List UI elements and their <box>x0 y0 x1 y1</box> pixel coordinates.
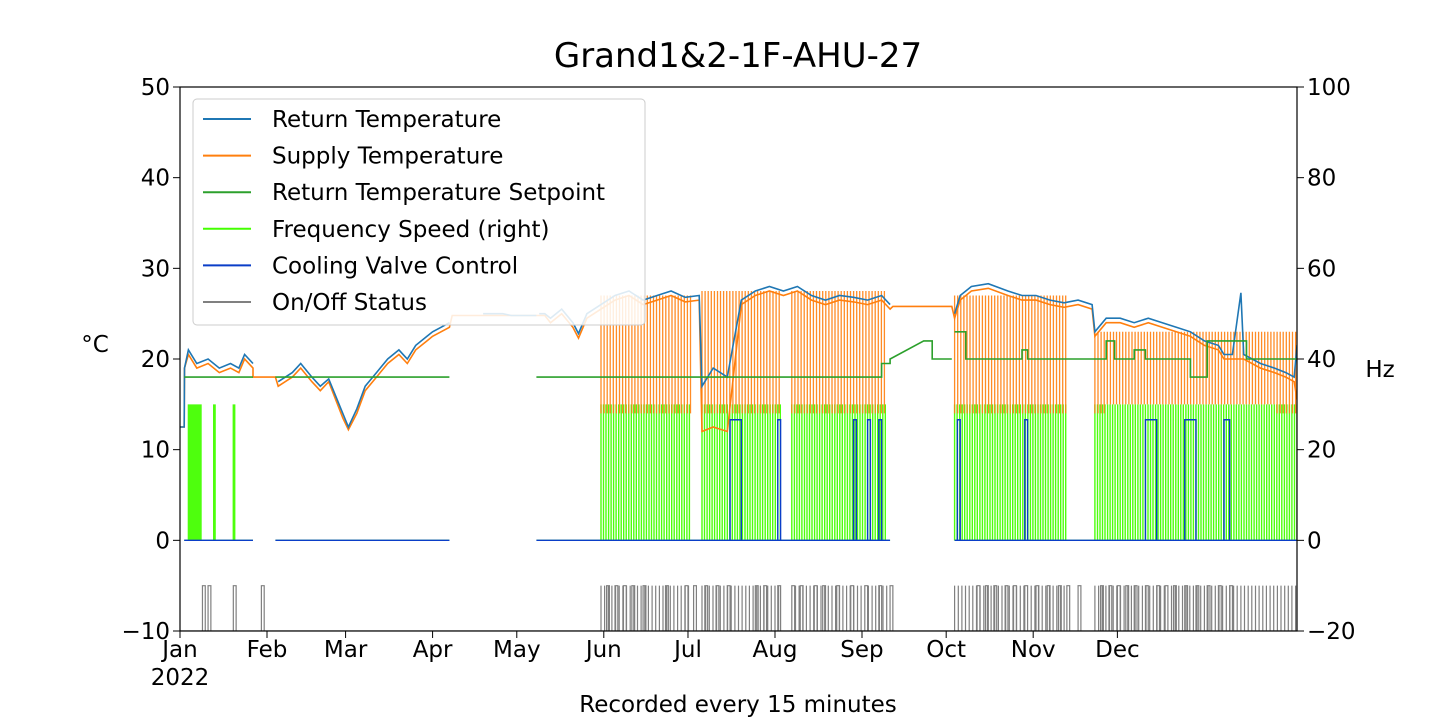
x-tick-label: Feb <box>247 637 288 663</box>
x-axis-label: Recorded every 15 minutes <box>579 692 897 718</box>
series-return-temperature-setpoint <box>184 331 1297 378</box>
y-left-tick-label: 20 <box>141 347 170 373</box>
x-tick-label: Oct <box>926 637 966 663</box>
plot-area <box>180 282 1297 631</box>
legend-label: Return Temperature Setpoint <box>272 180 605 206</box>
x-tick-label: Sep <box>840 637 883 663</box>
y-axis-left-label: °C <box>81 332 109 358</box>
x-tick-label: Jan <box>160 637 197 663</box>
x-tick-label: Aug <box>753 637 798 663</box>
chart-title: Grand1&2-1F-AHU-27 <box>554 36 922 76</box>
x-tick-label: Mar <box>324 637 368 663</box>
y-axis-right-label: Hz <box>1365 357 1394 383</box>
legend-label: Cooling Valve Control <box>272 253 518 279</box>
y-left-tick-label: 40 <box>141 166 170 192</box>
legend-label: On/Off Status <box>272 290 427 316</box>
y-right-tick-label: 100 <box>1307 75 1351 101</box>
legend: Return Temperature Supply Temperature Retu… <box>192 98 646 326</box>
y-right-tick-label: 0 <box>1307 528 1322 554</box>
y-left-tick-label: −10 <box>121 619 170 645</box>
x-tick-label: Jun <box>584 637 622 663</box>
x-tick-label: Jul <box>672 637 702 663</box>
y-left-tick-label: 30 <box>141 256 170 282</box>
y-left-tick-label: 0 <box>155 528 170 554</box>
y-right-tick-label: 20 <box>1307 438 1336 464</box>
legend-label: Frequency Speed (right) <box>272 217 550 243</box>
x-tick-label: Dec <box>1095 637 1140 663</box>
series-cooling-valve-control <box>184 419 1297 542</box>
y-right-tick-label: 80 <box>1307 166 1336 192</box>
y-left-tick-label: 10 <box>141 438 170 464</box>
legend-box <box>192 98 646 326</box>
series-on-off-status <box>180 585 1297 631</box>
y-right-tick-label: −20 <box>1307 619 1356 645</box>
legend-label: Return Temperature <box>272 107 501 133</box>
y-right-tick-label: 60 <box>1307 256 1336 282</box>
x-tick-label: May <box>493 637 541 663</box>
y-right-tick-label: 40 <box>1307 347 1336 373</box>
x-tick-label: Nov <box>1011 637 1056 663</box>
y-left-tick-label: 50 <box>141 75 170 101</box>
legend-label: Supply Temperature <box>272 144 503 170</box>
x-tick-label: Apr <box>413 637 453 663</box>
series-supply-temperature-dips <box>600 291 1297 414</box>
x-tick-sublabel: 2022 <box>151 665 210 691</box>
